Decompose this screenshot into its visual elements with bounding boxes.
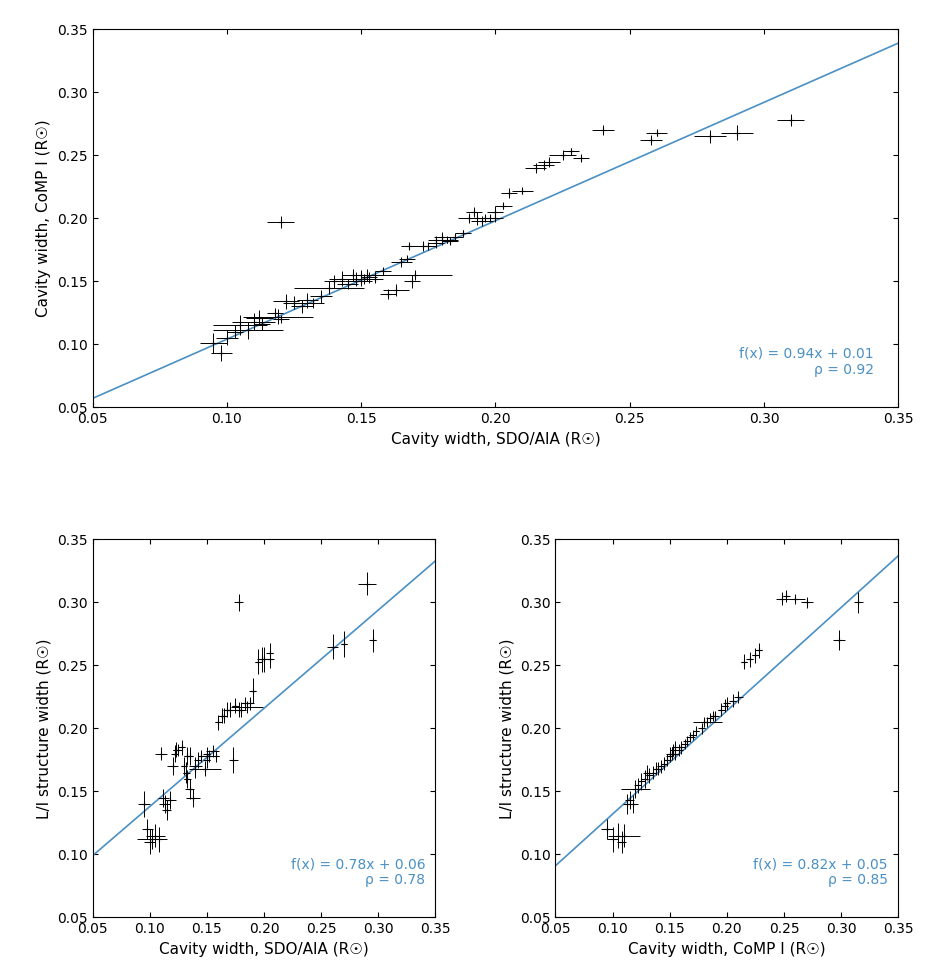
Text: f(x) = 0.82x + 0.05
ρ = 0.85: f(x) = 0.82x + 0.05 ρ = 0.85 [754,857,888,887]
Y-axis label: Cavity width, CoMP I (R☉): Cavity width, CoMP I (R☉) [36,119,52,317]
Y-axis label: L/I structure width (R☉): L/I structure width (R☉) [36,638,52,819]
Text: f(x) = 0.78x + 0.06
ρ = 0.78: f(x) = 0.78x + 0.06 ρ = 0.78 [291,857,425,887]
X-axis label: Cavity width, CoMP I (R☉): Cavity width, CoMP I (R☉) [628,942,826,956]
X-axis label: Cavity width, SDO/AIA (R☉): Cavity width, SDO/AIA (R☉) [391,431,600,447]
X-axis label: Cavity width, SDO/AIA (R☉): Cavity width, SDO/AIA (R☉) [159,942,369,956]
Text: f(x) = 0.94x + 0.01
ρ = 0.92: f(x) = 0.94x + 0.01 ρ = 0.92 [740,346,874,377]
Y-axis label: L/I structure width (R☉): L/I structure width (R☉) [499,638,514,819]
